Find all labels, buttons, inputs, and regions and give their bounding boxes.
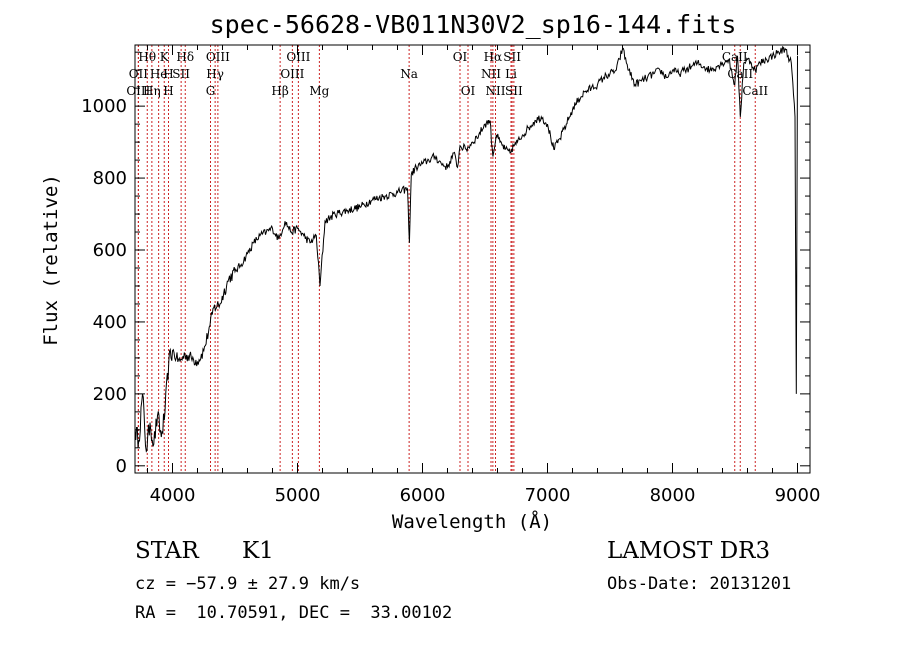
line-marker-label: OII	[129, 67, 149, 81]
y-tick-label: 800	[93, 168, 127, 189]
chart-title: spec-56628-VB011N30V2_sp16-144.fits	[210, 10, 737, 39]
redshift-velocity: cz = −57.9 ± 27.9 km/s	[135, 574, 361, 594]
x-tick-label: 6000	[400, 485, 446, 506]
line-marker-label: Hθ	[138, 50, 156, 64]
x-axis-ticks: 4000 5000 6000 7000 8000 9000	[147, 45, 821, 506]
observation-date: Obs-Date: 20131201	[607, 574, 792, 594]
line-marker-label: Hα	[484, 50, 503, 64]
coordinates: RA = 10.70591, DEC = 33.00102	[135, 603, 453, 623]
line-marker-label: K	[160, 50, 170, 64]
y-tick-label: 600	[93, 240, 127, 261]
y-axis-label: Flux (relative)	[40, 174, 62, 346]
y-tick-label: 0	[116, 456, 127, 477]
line-marker-label: Hγ	[206, 67, 224, 81]
line-marker-label: NII	[486, 84, 506, 98]
line-marker-label: OI	[461, 84, 476, 98]
x-tick-label: 5000	[275, 485, 321, 506]
line-marker-label: OIII	[126, 84, 150, 98]
line-marker-label: SII	[172, 67, 190, 81]
line-marker-label: OIII	[206, 50, 230, 64]
survey-name: LAMOST DR3	[607, 538, 771, 564]
y-tick-label: 400	[93, 312, 127, 333]
line-marker-label: NII	[481, 67, 501, 81]
y-tick-label: 1000	[81, 96, 127, 117]
line-marker-label: Mg	[309, 84, 329, 98]
spectrum-line	[134, 45, 798, 453]
x-axis-label: Wavelength (Å)	[392, 510, 552, 533]
line-marker-label: OI	[453, 50, 468, 64]
line-marker-label: Na	[400, 67, 418, 81]
x-tick-label: 8000	[650, 485, 696, 506]
line-marker-label: OIII	[280, 67, 304, 81]
line-marker-label: H	[163, 67, 173, 81]
line-marker-label: H	[163, 84, 173, 98]
line-marker-label: Li	[505, 67, 517, 81]
line-marker-label: CaII	[727, 67, 753, 81]
line-marker-label: SII	[505, 84, 523, 98]
object-class: STAR	[135, 538, 199, 564]
line-marker-label: OIII	[286, 50, 310, 64]
line-markers	[137, 45, 756, 473]
y-tick-label: 200	[93, 384, 127, 405]
line-marker-label: G	[206, 84, 216, 98]
line-marker-label: Hδ	[176, 50, 194, 64]
line-marker-label: CaII	[742, 84, 768, 98]
line-marker-label: Hη	[143, 84, 161, 98]
x-tick-label: 4000	[150, 485, 196, 506]
line-marker-label: He	[150, 67, 168, 81]
y-axis-ticks: 0 200 400 600 800 1000	[81, 51, 810, 477]
object-subclass: K1	[242, 538, 274, 564]
line-marker-label: Hβ	[271, 84, 288, 98]
x-tick-label: 9000	[775, 485, 821, 506]
line-marker-label: SII	[503, 50, 521, 64]
plot-frame	[134, 44, 811, 474]
x-tick-label: 7000	[525, 485, 571, 506]
